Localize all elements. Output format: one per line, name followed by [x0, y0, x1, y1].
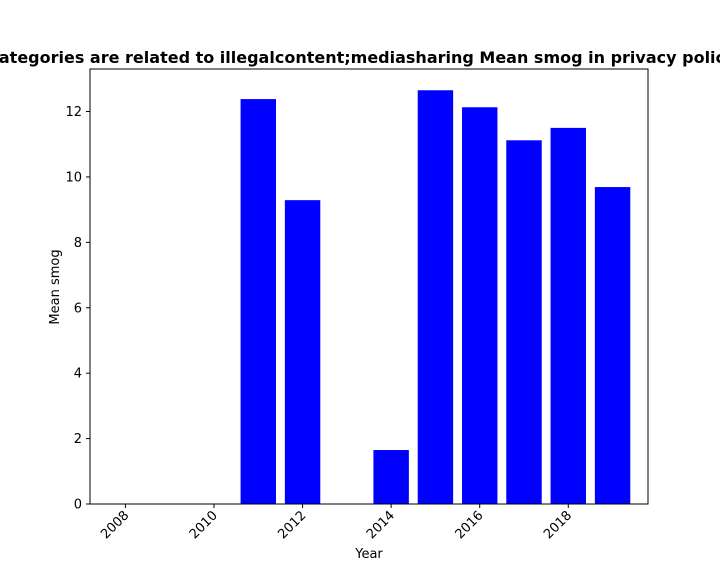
bar-2015: [417, 90, 454, 504]
x-tick-label: 2018: [541, 508, 575, 542]
bar-2014: [373, 450, 409, 504]
x-tick-label: 2014: [364, 508, 398, 542]
y-tick-label: 8: [74, 236, 82, 251]
y-axis: 0 2 4 6 8 10 12: [65, 105, 90, 513]
x-tick-label: 2016: [453, 508, 487, 542]
bar-2011: [240, 99, 276, 505]
x-axis: 2008 2010 2012 2014 2016 2018: [98, 504, 575, 542]
y-tick-label: 2: [74, 432, 82, 447]
chart-title: Categories are related to illegalcontent…: [0, 48, 720, 67]
bar-2018: [550, 127, 586, 504]
y-tick-label: 10: [65, 170, 82, 185]
y-tick-label: 0: [74, 498, 82, 513]
y-axis-label: Mean smog: [48, 249, 63, 324]
bar-2019: [594, 187, 631, 505]
x-tick-label: 2010: [187, 508, 221, 542]
y-tick-label: 12: [65, 105, 82, 120]
bar-2012: [284, 200, 321, 505]
bar-2017: [506, 140, 542, 504]
y-tick-label: 4: [74, 367, 82, 382]
bar-2016: [462, 107, 498, 505]
x-tick-label: 2012: [275, 508, 309, 542]
x-axis-label: Year: [354, 547, 383, 562]
bars-group: [240, 90, 631, 505]
y-tick-label: 6: [74, 301, 82, 316]
plot-frame: [89, 68, 649, 505]
x-tick-label: 2008: [98, 508, 132, 542]
